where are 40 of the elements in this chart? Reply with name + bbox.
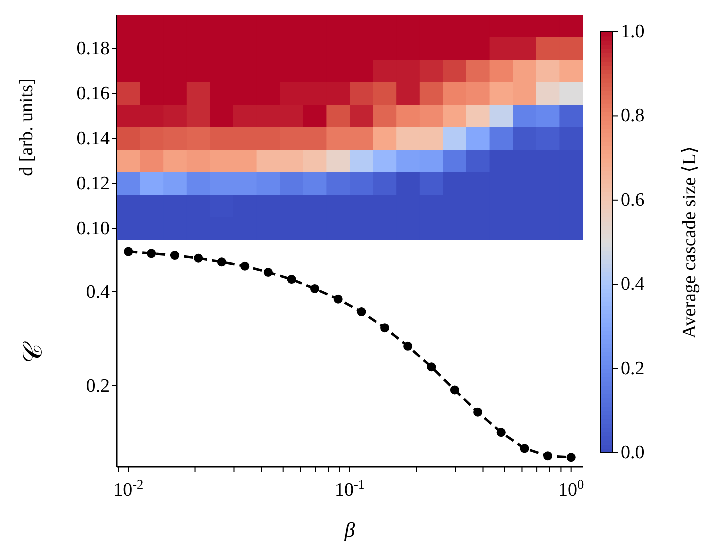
y-tick-label: 0.14 (76, 128, 110, 150)
x-tick-label: 10$^{-2}$ (114, 476, 144, 501)
point (380, 324, 390, 333)
x-tick-label: 10$^{0}$ (558, 476, 585, 501)
x-axis-title: β (344, 518, 356, 542)
color-bar-label: 1.0 (621, 22, 645, 42)
color-bar-label: 0.0 (621, 442, 645, 464)
point (474, 408, 483, 417)
point (194, 254, 204, 263)
point (217, 258, 226, 267)
y-axis-title: d [arb. units] (16, 78, 38, 176)
color-bar-label: 0.2 (621, 358, 645, 380)
point (310, 284, 320, 294)
point (427, 362, 436, 372)
y-axis-title: 𝒞 (18, 342, 48, 364)
point (450, 386, 460, 395)
point (264, 268, 273, 277)
y-tick-label: 0.12 (76, 173, 110, 194)
y-tick-label: 0.2 (86, 375, 110, 396)
color-bar-label: 0.6 (621, 190, 645, 211)
point (124, 247, 134, 256)
point (334, 294, 343, 304)
point (404, 342, 413, 351)
color-bar-label: 0.8 (621, 106, 645, 127)
point (170, 251, 180, 260)
x-tick-label: 10$^{-1}$ (334, 476, 366, 501)
point (147, 249, 156, 258)
point (240, 262, 250, 271)
color-bar-label: 0.4 (621, 274, 646, 296)
point (544, 452, 553, 461)
point (520, 444, 530, 454)
y-tick-label: 0.4 (86, 281, 110, 302)
point (566, 453, 576, 462)
y-tick-label: 0.10 (76, 218, 110, 240)
color-bar-title: Average cascade size ⟨L⟩ (680, 146, 700, 339)
point (496, 428, 506, 438)
point (287, 275, 296, 284)
y-tick-label: 0.16 (76, 83, 110, 104)
y-tick-label: 0.18 (76, 38, 110, 60)
point (357, 308, 366, 317)
